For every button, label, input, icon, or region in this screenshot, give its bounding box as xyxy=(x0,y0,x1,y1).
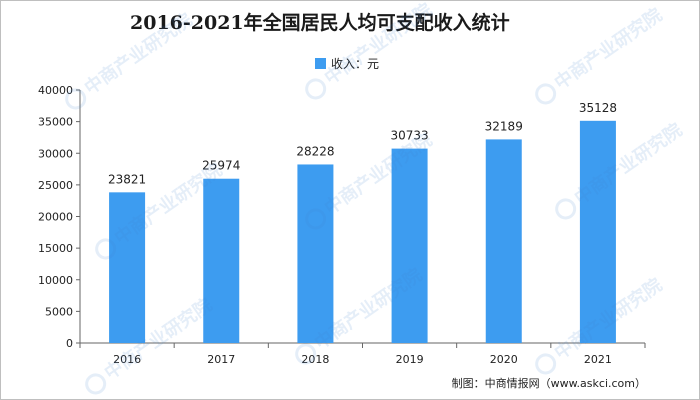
legend-label: 收入：元 xyxy=(331,56,380,71)
y-tick-label: 5000 xyxy=(45,305,73,318)
watermark-logo-icon xyxy=(305,78,327,100)
data-label: 23821 xyxy=(108,172,146,186)
bar xyxy=(391,148,428,343)
watermark-logo-icon xyxy=(535,353,557,375)
x-tick-label: 2019 xyxy=(396,353,424,366)
bar xyxy=(203,178,240,343)
watermark: 中商产业研究院 xyxy=(85,294,216,395)
watermark-text: 中商产业研究院 xyxy=(320,0,436,89)
watermark: 中商产业研究院 xyxy=(555,119,686,220)
watermark-logo-icon xyxy=(95,238,117,260)
y-tick-label: 40000 xyxy=(38,84,73,97)
bar xyxy=(297,164,334,343)
data-label: 25974 xyxy=(202,159,240,173)
y-tick-label: 10000 xyxy=(38,274,73,287)
watermark-logo-icon xyxy=(555,198,577,220)
watermark-logo-icon xyxy=(305,208,327,230)
source-credit: 制图：中商情报网（www.askci.com） xyxy=(451,377,646,390)
y-tick-label: 0 xyxy=(66,337,73,350)
data-label: 28228 xyxy=(296,144,334,158)
watermark: 中商产业研究院 xyxy=(535,4,666,105)
watermark-text: 中商产业研究院 xyxy=(80,9,196,99)
watermark: 中商产业研究院 xyxy=(65,9,196,110)
y-tick-label: 30000 xyxy=(38,147,73,160)
y-tick-label: 35000 xyxy=(38,116,73,129)
legend-swatch xyxy=(315,57,326,69)
x-tick-label: 2021 xyxy=(584,353,612,366)
watermark-logo-icon xyxy=(535,83,557,105)
watermark-logo-icon xyxy=(85,373,107,395)
chart-title: 2016-2021年全国居民人均可支配收入统计 xyxy=(130,12,510,34)
data-label: 35128 xyxy=(579,101,617,115)
y-tick-label: 20000 xyxy=(38,211,73,224)
bar xyxy=(485,139,522,343)
x-tick-label: 2017 xyxy=(207,353,235,366)
legend: 收入：元 xyxy=(315,54,379,72)
x-tick-label: 2016 xyxy=(113,353,141,366)
watermark-text: 中商产业研究院 xyxy=(550,4,666,94)
watermark-logo-icon xyxy=(65,88,87,110)
data-label: 32189 xyxy=(485,119,523,133)
x-tick-label: 2020 xyxy=(490,353,518,366)
bar xyxy=(579,120,616,343)
y-tick-label: 15000 xyxy=(38,242,73,255)
y-tick-label: 25000 xyxy=(38,179,73,192)
bar xyxy=(109,192,146,343)
watermark: 中商产业研究院 xyxy=(305,0,436,100)
x-tick-label: 2018 xyxy=(301,353,329,366)
watermark-logo-icon xyxy=(295,343,317,365)
data-label: 30733 xyxy=(390,129,428,143)
